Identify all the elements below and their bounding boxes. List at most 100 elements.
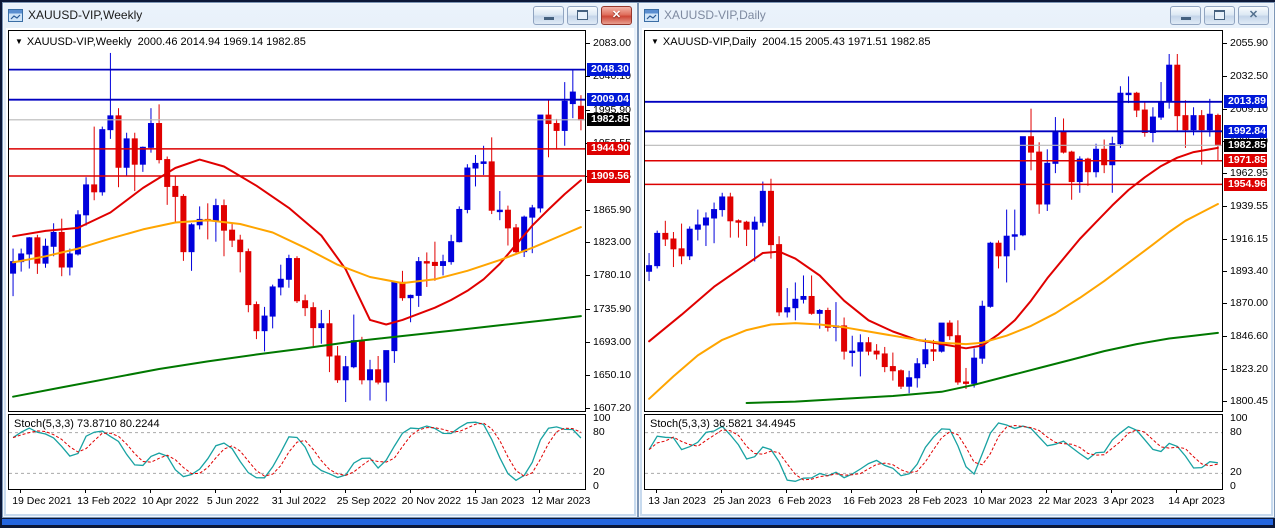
time-axis-tick xyxy=(539,490,541,493)
price-badge: 1909.56 xyxy=(587,169,630,183)
price-badge: 1954.96 xyxy=(1224,177,1267,191)
window-title: XAUUSD-VIP,Weekly xyxy=(28,8,143,22)
time-axis-tick xyxy=(409,490,411,493)
time-axis-label: 25 Sep 2022 xyxy=(336,495,397,507)
price-tick xyxy=(1223,108,1227,110)
time-axis-tick xyxy=(786,490,788,493)
time-axis-label: 13 Jan 2023 xyxy=(648,495,706,507)
chart-window-weekly: XAUUSD-VIP,Weekly ✕ ▼ XAUUSD-VIP,Weekly 20… xyxy=(2,2,638,518)
price-pane[interactable]: ▼ XAUUSD-VIP,Weekly 2000.46 2014.94 1969.1… xyxy=(8,30,586,412)
restore-button[interactable] xyxy=(1204,5,1235,25)
stoch-tick-label: 0 xyxy=(593,480,599,490)
stoch-tick-label: 80 xyxy=(1230,425,1242,438)
time-axis[interactable]: 13 Jan 2023 25 Jan 2023 6 Feb 2023 16 Feb 2… xyxy=(644,490,1269,512)
time-axis-label: 10 Apr 2022 xyxy=(142,495,199,507)
time-axis-label: 12 Mar 2023 xyxy=(531,495,591,507)
symbol-dropdown-icon[interactable]: ▼ xyxy=(15,37,23,46)
chart-client-area: ▼ XAUUSD-VIP,Daily 2004.15 2005.43 1971.51… xyxy=(642,28,1271,514)
price-tick-label: 1780.10 xyxy=(593,269,631,282)
chart-window-icon xyxy=(8,8,23,22)
time-axis-label: 22 Mar 2023 xyxy=(1038,495,1098,507)
stoch-tick-label: 0 xyxy=(1230,480,1236,490)
price-tick xyxy=(586,109,590,111)
stoch-tick-label: 20 xyxy=(1230,466,1242,479)
minimize-button[interactable] xyxy=(1170,5,1201,25)
time-axis-tick xyxy=(1176,490,1178,493)
price-tick-label: 1846.60 xyxy=(1230,330,1268,343)
minimize-button[interactable] xyxy=(533,5,564,25)
chart-header-symbol: XAUUSD-VIP,Weekly xyxy=(26,36,132,48)
time-axis-tick xyxy=(981,490,983,493)
time-axis-tick xyxy=(85,490,87,493)
stochastic-label: Stoch(5,3,3) 73.8710 80.2244 xyxy=(14,418,160,430)
price-tick-label: 1995.90 xyxy=(593,103,631,116)
price-tick-label: 1607.20 xyxy=(593,402,631,414)
price-badge: 2048.30 xyxy=(587,63,630,77)
time-axis-tick xyxy=(214,490,216,493)
price-badge: 2009.04 xyxy=(587,93,630,107)
chart-header: ▼ XAUUSD-VIP,Daily 2004.15 2005.43 1971.51… xyxy=(651,36,930,48)
price-tick xyxy=(586,375,590,377)
price-badge: 1982.85 xyxy=(1224,138,1267,152)
price-tick xyxy=(1223,400,1227,402)
price-badge: 1992.84 xyxy=(1224,124,1267,138)
titlebar-weekly[interactable]: XAUUSD-VIP,Weekly ✕ xyxy=(3,3,637,27)
minimize-icon xyxy=(1180,16,1191,20)
time-axis-label: 19 Dec 2021 xyxy=(12,495,72,507)
price-badge: 1971.85 xyxy=(1224,154,1267,168)
stoch-tick-label: 20 xyxy=(593,466,605,479)
time-axis-tick xyxy=(474,490,476,493)
time-axis[interactable]: 19 Dec 2021 13 Feb 2022 10 Apr 2022 5 Jun 2… xyxy=(8,490,632,512)
stoch-tick-label: 100 xyxy=(593,412,611,424)
price-tick-label: 1893.40 xyxy=(1230,264,1268,277)
price-tick-label: 1800.45 xyxy=(1230,394,1268,407)
close-button[interactable]: ✕ xyxy=(601,5,632,25)
symbol-dropdown-icon[interactable]: ▼ xyxy=(651,37,659,46)
price-badge: 1944.90 xyxy=(587,142,630,156)
price-scale[interactable]: 2055.902032.502009.101985.701962.951939.… xyxy=(1223,30,1269,490)
price-tick xyxy=(1223,303,1227,305)
restore-button[interactable] xyxy=(567,5,598,25)
stochastic-pane[interactable]: Stoch(5,3,3) 73.8710 80.2244 xyxy=(8,414,586,490)
restore-icon xyxy=(1214,10,1225,20)
window-title: XAUUSD-VIP,Daily xyxy=(664,8,766,22)
price-tick-label: 1916.15 xyxy=(1230,232,1268,245)
time-axis-tick xyxy=(851,490,853,493)
price-tick-label: 1693.00 xyxy=(593,336,631,349)
stoch-tick-label: 100 xyxy=(1230,412,1248,424)
titlebar-daily[interactable]: XAUUSD-VIP,Daily ✕ xyxy=(639,3,1274,27)
price-tick-label: 2032.50 xyxy=(1230,69,1268,82)
time-axis-tick xyxy=(1046,490,1048,493)
price-tick-label: 1939.55 xyxy=(1230,200,1268,212)
time-axis-tick xyxy=(344,490,346,493)
workspace-bottom-strip xyxy=(2,519,1273,525)
price-tick xyxy=(1223,75,1227,77)
price-scale[interactable]: 2083.002040.101995.901952.551909.251865.… xyxy=(586,30,632,490)
price-tick-label: 1865.90 xyxy=(593,203,631,216)
price-tick xyxy=(1223,42,1227,44)
price-tick xyxy=(1223,270,1227,272)
price-tick xyxy=(586,209,590,211)
stochastic-pane[interactable]: Stoch(5,3,3) 36.5821 34.4945 xyxy=(644,414,1223,490)
price-tick xyxy=(1223,369,1227,371)
price-pane[interactable]: ▼ XAUUSD-VIP,Daily 2004.15 2005.43 1971.51… xyxy=(644,30,1223,412)
time-axis-label: 20 Nov 2022 xyxy=(401,495,462,507)
time-axis-tick xyxy=(279,490,281,493)
chart-header-quote: 2004.15 2005.43 1971.51 1982.85 xyxy=(762,36,931,48)
price-tick-label: 2055.90 xyxy=(1230,36,1268,49)
stoch-tick-label: 80 xyxy=(593,425,605,438)
price-tick xyxy=(586,42,590,44)
close-button[interactable]: ✕ xyxy=(1238,5,1269,25)
close-icon: ✕ xyxy=(611,8,622,21)
price-tick-label: 1823.00 xyxy=(593,236,631,249)
price-tick xyxy=(586,342,590,344)
time-axis-label: 5 Jun 2022 xyxy=(206,495,259,507)
price-badge: 2013.89 xyxy=(1224,95,1267,109)
chart-window-icon xyxy=(644,8,659,22)
price-tick xyxy=(1223,206,1227,207)
price-tick-label: 1823.20 xyxy=(1230,363,1268,376)
chart-header: ▼ XAUUSD-VIP,Weekly 2000.46 2014.94 1969.1… xyxy=(15,36,306,48)
price-tick xyxy=(586,275,590,277)
price-tick-label: 1650.10 xyxy=(593,369,631,382)
time-axis-label: 6 Feb 2023 xyxy=(778,495,832,507)
